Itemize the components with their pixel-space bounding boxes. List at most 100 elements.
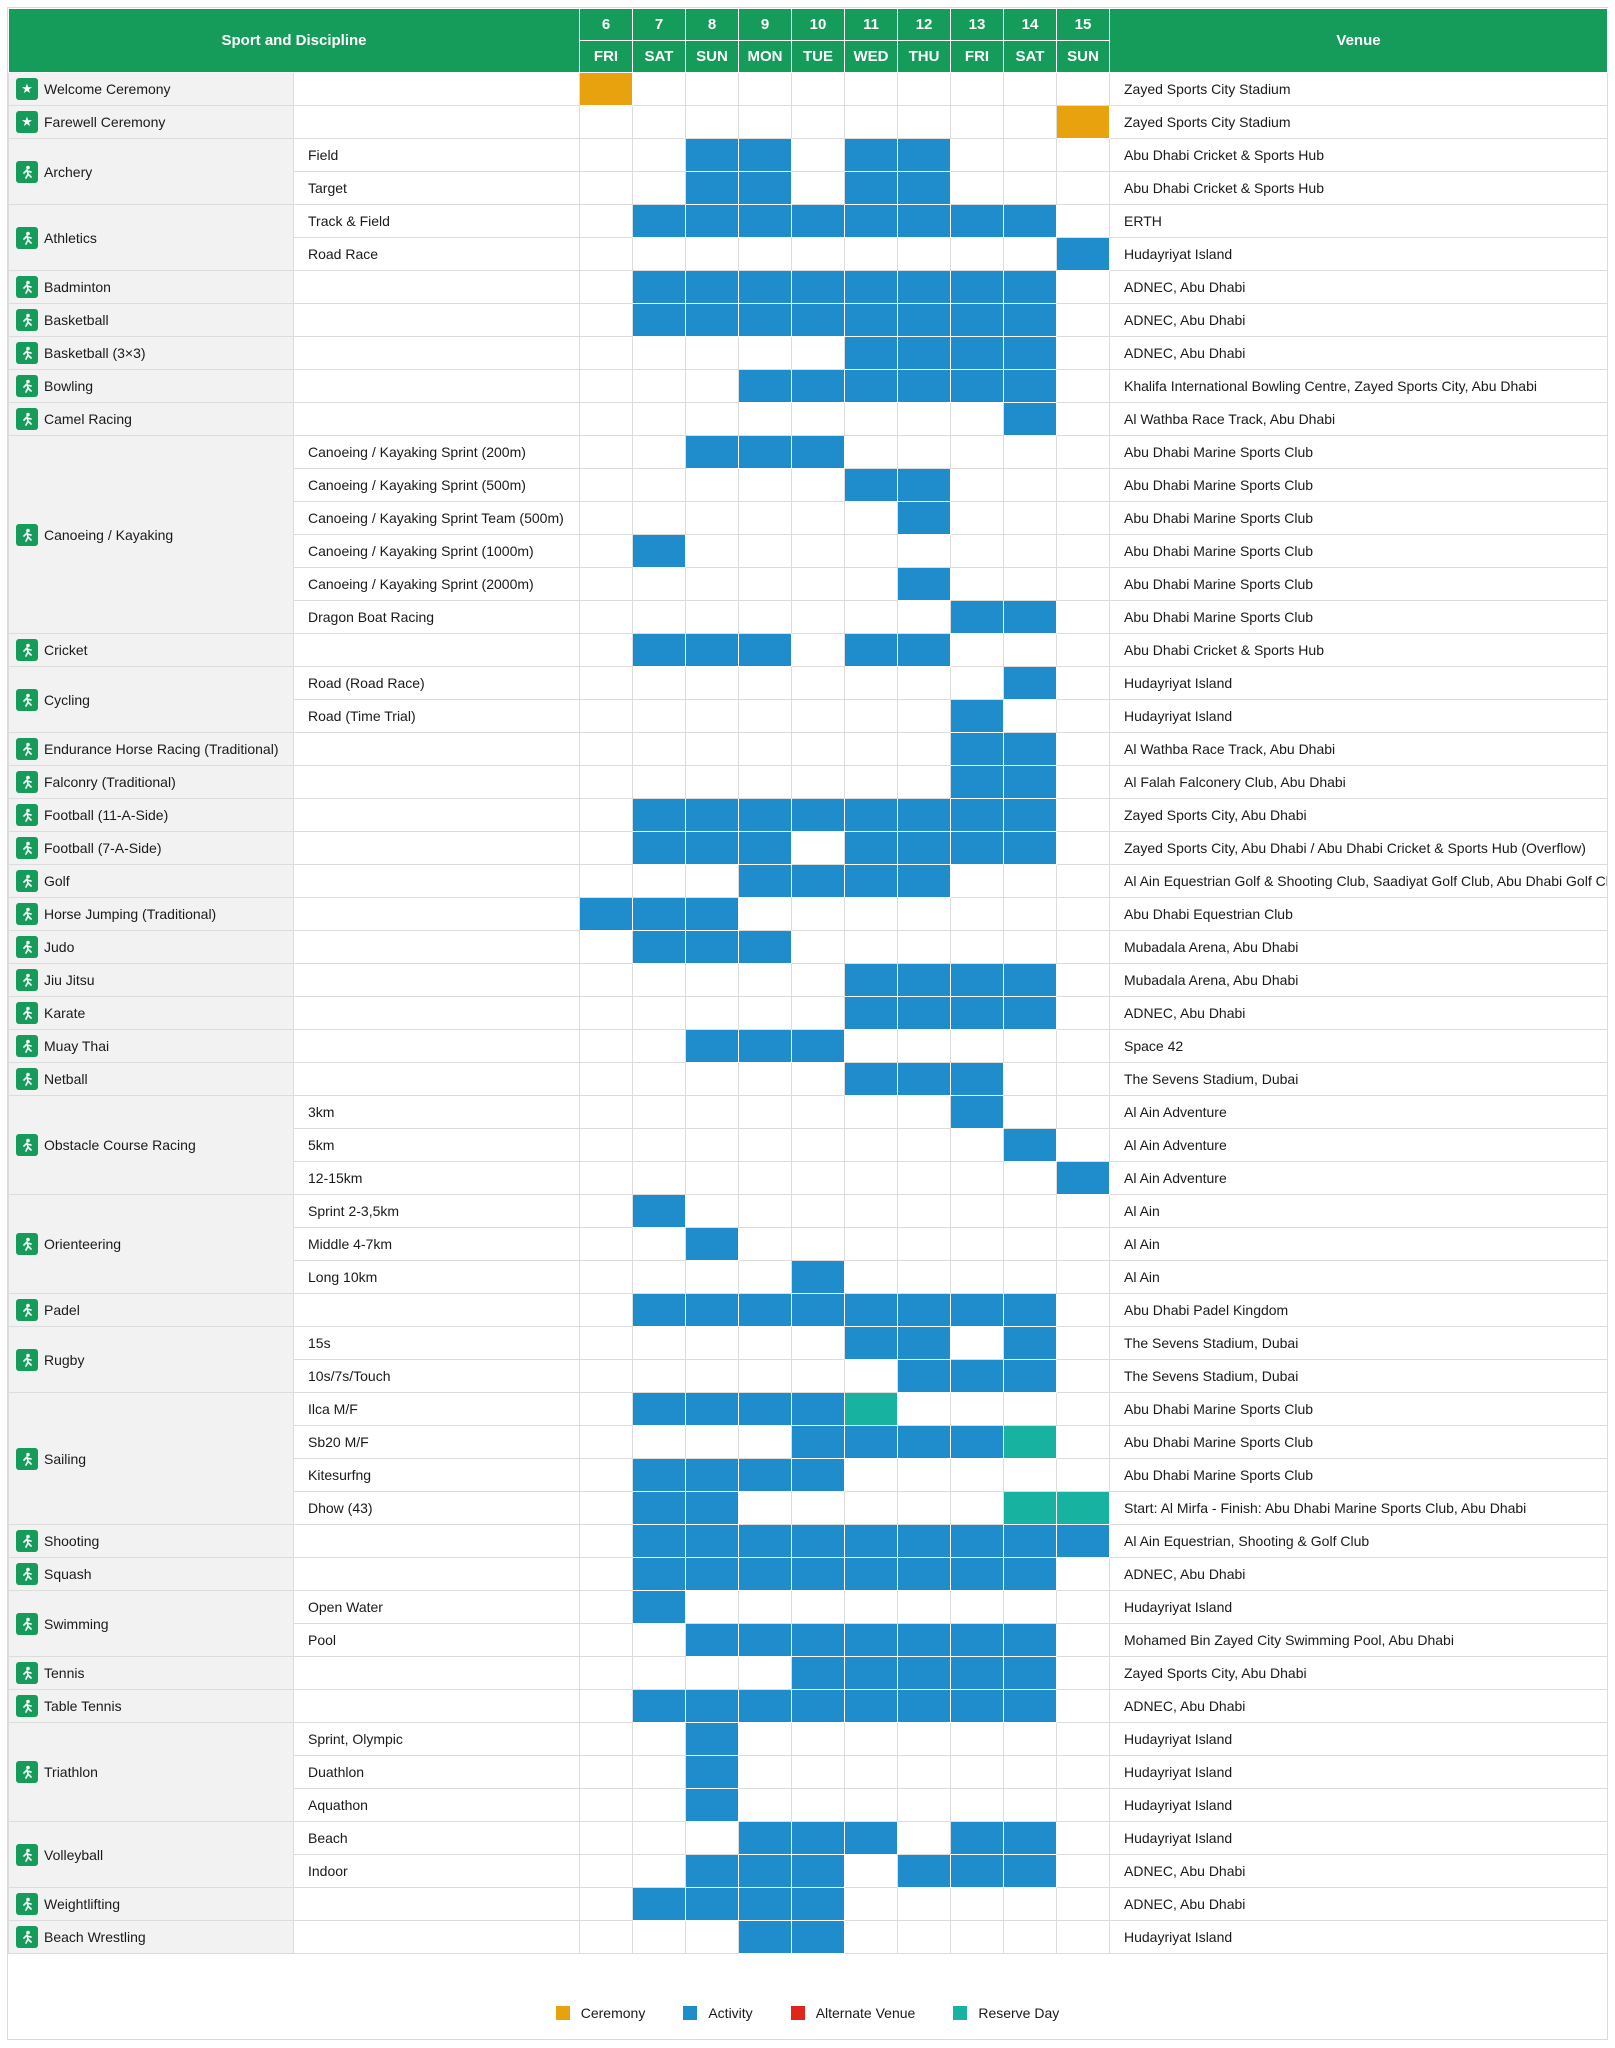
day-cell-empty bbox=[1056, 1227, 1110, 1261]
day-cell-empty bbox=[1056, 369, 1110, 403]
venue-cell: Al Wathba Race Track, Abu Dhabi bbox=[1109, 732, 1608, 766]
venue-cell: Al Ain Equestrian, Shooting & Golf Club bbox=[1109, 1524, 1608, 1558]
day-cell-empty bbox=[897, 699, 951, 733]
venue-cell: Mubadala Arena, Abu Dhabi bbox=[1109, 930, 1608, 964]
day-cell-empty bbox=[1003, 237, 1057, 271]
day-cell-empty bbox=[1003, 567, 1057, 601]
venue-cell: Abu Dhabi Cricket & Sports Hub bbox=[1109, 171, 1608, 205]
day-cell-activity bbox=[897, 567, 951, 601]
day-cell-empty bbox=[632, 666, 686, 700]
day-cell-activity bbox=[1003, 1821, 1057, 1855]
schedule-row: Table Tennis ADNEC, Abu Dhabi bbox=[8, 1689, 1608, 1723]
jiu-jitsu-icon bbox=[16, 969, 38, 991]
venue-cell: Abu Dhabi Cricket & Sports Hub bbox=[1109, 138, 1608, 172]
day-cell-empty bbox=[579, 600, 633, 634]
bowling-icon bbox=[16, 375, 38, 397]
day-cell-activity bbox=[632, 1194, 686, 1228]
day-cell-activity bbox=[1003, 303, 1057, 337]
venue-cell: Abu Dhabi Marine Sports Club bbox=[1109, 600, 1608, 634]
schedule-row: Middle 4-7km Al Ain bbox=[9, 1227, 1608, 1261]
day-cell-activity bbox=[897, 798, 951, 832]
discipline-cell: Pool bbox=[293, 1623, 580, 1657]
day-cell-empty bbox=[791, 1161, 845, 1195]
day-cell-empty bbox=[738, 996, 792, 1030]
sport-name: Beach Wrestling bbox=[44, 1929, 146, 1945]
day-cell-empty bbox=[897, 1128, 951, 1162]
day-cell-activity bbox=[632, 303, 686, 337]
venue-cell: Abu Dhabi Marine Sports Club bbox=[1109, 1425, 1608, 1459]
karate-icon bbox=[16, 1002, 38, 1024]
day-cell-activity bbox=[844, 1623, 898, 1657]
day-cell-empty bbox=[579, 1590, 633, 1624]
schedule-row: Endurance Horse Racing (Traditional) Al W… bbox=[8, 732, 1608, 766]
day-cell-activity bbox=[844, 1326, 898, 1360]
day-cell-empty bbox=[844, 1788, 898, 1822]
day-cell-empty bbox=[844, 534, 898, 568]
schedule-row: Triathlon Sprint, Olympic Hudayriyat Islan… bbox=[8, 1722, 1608, 1822]
day-cell-activity bbox=[632, 633, 686, 667]
day-cell-empty bbox=[1056, 1722, 1110, 1756]
day-cell-activity bbox=[738, 303, 792, 337]
day-cell-empty bbox=[632, 1788, 686, 1822]
day-cell-empty bbox=[950, 1590, 1004, 1624]
day-cell-empty bbox=[738, 699, 792, 733]
day-cell-empty bbox=[1003, 1161, 1057, 1195]
day-cell-activity bbox=[950, 303, 1004, 337]
day-cell-activity bbox=[844, 1293, 898, 1327]
discipline-cell: Dragon Boat Racing bbox=[293, 600, 580, 634]
sport-name: Basketball bbox=[44, 312, 109, 328]
day-cell-empty bbox=[632, 1425, 686, 1459]
day-cell-empty bbox=[844, 435, 898, 469]
day-cell-activity bbox=[738, 831, 792, 865]
day-cell-empty bbox=[579, 1260, 633, 1294]
venue-cell: Khalifa International Bowling Centre, Za… bbox=[1109, 369, 1608, 403]
day-cell-activity bbox=[738, 270, 792, 304]
day-cell-activity bbox=[897, 1425, 951, 1459]
day-cell-empty bbox=[844, 72, 898, 106]
day-cell-empty bbox=[579, 1326, 633, 1360]
sport-cell: Shooting bbox=[8, 1524, 294, 1558]
day-cell-empty bbox=[685, 765, 739, 799]
day-cell-empty bbox=[791, 897, 845, 931]
day-cell-empty bbox=[791, 1128, 845, 1162]
discipline-cell: Track & Field bbox=[293, 204, 580, 238]
day-cell-empty bbox=[579, 336, 633, 370]
legend-swatch-activity bbox=[683, 2006, 698, 2020]
day-cell-activity bbox=[685, 1689, 739, 1723]
day-cell-activity bbox=[1003, 765, 1057, 799]
discipline-cell: Ilca M/F bbox=[293, 1392, 580, 1426]
day-cell-empty bbox=[844, 1227, 898, 1261]
sport-cell: Muay Thai bbox=[8, 1029, 294, 1063]
venue-cell: Al Ain Adventure bbox=[1109, 1128, 1608, 1162]
day-cell-empty bbox=[1003, 171, 1057, 205]
day-cell-empty bbox=[632, 1227, 686, 1261]
sport-cell: Rugby bbox=[8, 1326, 294, 1393]
day-cell-activity bbox=[791, 1656, 845, 1690]
discipline-cell: Canoeing / Kayaking Sprint (2000m) bbox=[293, 567, 580, 601]
day-cell-activity bbox=[791, 864, 845, 898]
sport-cell: Archery bbox=[8, 138, 294, 205]
day-cell-activity bbox=[791, 1920, 845, 1954]
day-cell-empty bbox=[632, 72, 686, 106]
sport-cell: Camel Racing bbox=[8, 402, 294, 436]
day-cell-activity bbox=[632, 831, 686, 865]
day-cell-activity bbox=[1003, 996, 1057, 1030]
venue-cell: Al Ain bbox=[1109, 1260, 1608, 1294]
day-cell-empty bbox=[1056, 1590, 1110, 1624]
day-cell-empty bbox=[738, 1359, 792, 1393]
schedule-row: Orienteering Sprint 2-3,5km Al Ain bbox=[8, 1194, 1608, 1294]
day-cell-activity bbox=[685, 1887, 739, 1921]
day-cell-activity bbox=[950, 1656, 1004, 1690]
day-cell-activity bbox=[897, 1854, 951, 1888]
day-cell-activity bbox=[738, 369, 792, 403]
day-cell-empty bbox=[1003, 1788, 1057, 1822]
sport-name: Netball bbox=[44, 1071, 88, 1087]
day-cell-empty bbox=[897, 1755, 951, 1789]
day-cell-empty bbox=[1056, 666, 1110, 700]
day-cell-empty bbox=[632, 1623, 686, 1657]
legend-item-reserve-day: Reserve Day bbox=[953, 2005, 1059, 2021]
day-cell-empty bbox=[791, 765, 845, 799]
day-cell-empty bbox=[897, 1260, 951, 1294]
legend-swatch-alternate-venue bbox=[790, 2006, 805, 2020]
schedule-row: Jiu Jitsu Mubadala Arena, Abu Dhabi bbox=[8, 963, 1608, 997]
